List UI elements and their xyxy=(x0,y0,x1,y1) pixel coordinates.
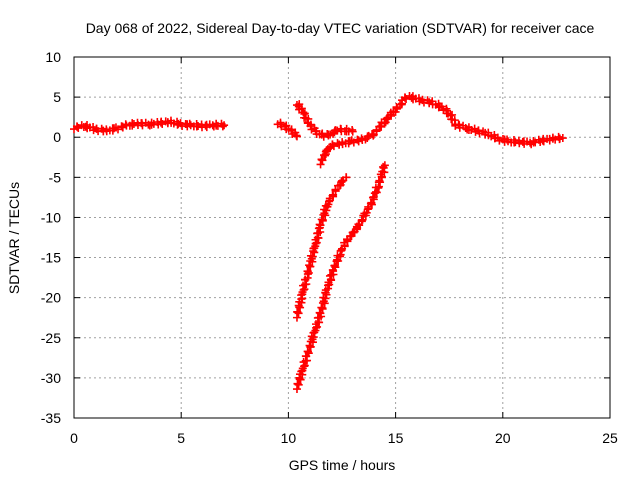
y-tick-label: 10 xyxy=(45,49,61,65)
data-point xyxy=(382,115,391,124)
y-tick-label: -30 xyxy=(41,370,61,386)
data-point xyxy=(558,134,567,143)
data-point xyxy=(293,307,302,316)
data-point xyxy=(316,309,325,318)
x-tick-label: 0 xyxy=(70,430,78,446)
data-point xyxy=(299,108,308,117)
axis-ticks xyxy=(73,56,611,419)
data-point xyxy=(220,121,229,130)
data-point xyxy=(304,268,313,277)
data-point xyxy=(330,261,339,270)
data-point xyxy=(380,161,389,170)
x-axis-title: GPS time / hours xyxy=(289,457,396,473)
x-tick-label: 10 xyxy=(281,430,297,446)
plot-frame xyxy=(73,56,611,419)
data-point xyxy=(368,193,377,202)
data-point xyxy=(304,349,313,358)
data-point xyxy=(185,119,194,128)
series-arc-6 xyxy=(292,173,351,322)
data-point xyxy=(218,122,227,131)
data-point xyxy=(292,132,301,141)
data-point xyxy=(331,185,340,194)
chart-title: Day 068 of 2022, Sidereal Day-to-day VTE… xyxy=(86,20,595,36)
y-tick-label: 5 xyxy=(53,89,61,105)
data-point xyxy=(333,139,342,148)
data-point xyxy=(201,121,210,130)
data-point xyxy=(297,104,306,113)
series-arc-3 xyxy=(292,100,357,141)
y-tick-labels: -35 -30 -25 -20 -15 -10 -5 0 5 10 xyxy=(41,49,61,426)
y-axis-title: SDTVAR / TECUs xyxy=(6,182,22,294)
data-point xyxy=(325,271,334,280)
data-point xyxy=(316,160,325,169)
series-arc-1 xyxy=(70,116,229,136)
y-tick-label: -35 xyxy=(41,410,61,426)
data-point xyxy=(511,138,520,147)
data-point xyxy=(303,267,312,276)
data-point xyxy=(372,126,381,135)
data-point xyxy=(342,173,351,182)
data-point xyxy=(317,155,326,164)
y-tick-label: -15 xyxy=(41,250,61,266)
data-point xyxy=(495,136,504,145)
data-point xyxy=(348,127,357,136)
data-points xyxy=(70,91,567,394)
data-point xyxy=(306,122,315,131)
grid xyxy=(74,57,610,418)
data-point xyxy=(316,221,325,230)
data-point xyxy=(317,215,326,224)
data-point xyxy=(380,119,389,128)
series-arc-4 xyxy=(316,99,407,169)
series-arc-2 xyxy=(273,118,301,141)
y-tick-label: -5 xyxy=(49,169,62,185)
data-point xyxy=(437,102,446,111)
data-point xyxy=(328,140,337,149)
y-tick-label: -25 xyxy=(41,330,61,346)
data-point xyxy=(379,162,388,171)
data-point xyxy=(503,135,512,144)
x-tick-label: 15 xyxy=(388,430,404,446)
data-point xyxy=(294,380,303,389)
series-arc-7 xyxy=(292,161,389,394)
data-point xyxy=(194,122,203,131)
x-tick-label: 25 xyxy=(602,430,618,446)
data-point xyxy=(337,178,346,187)
x-tick-label: 5 xyxy=(177,430,185,446)
y-tick-label: -20 xyxy=(41,290,61,306)
data-point xyxy=(362,208,371,217)
x-tick-label: 20 xyxy=(495,430,511,446)
x-tick-labels: 0 5 10 15 20 25 xyxy=(70,430,618,446)
data-point xyxy=(129,120,138,129)
data-point xyxy=(357,215,366,224)
y-tick-label: -10 xyxy=(41,209,61,225)
y-tick-label: 0 xyxy=(53,129,61,145)
data-point xyxy=(303,347,312,356)
data-point xyxy=(324,131,333,140)
data-point xyxy=(302,280,311,289)
data-point xyxy=(317,303,326,312)
series-arc-5 xyxy=(398,91,567,149)
data-point xyxy=(303,356,312,365)
